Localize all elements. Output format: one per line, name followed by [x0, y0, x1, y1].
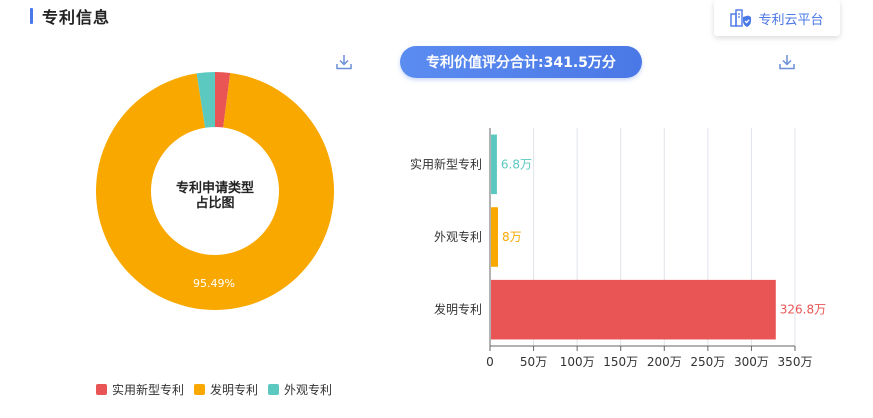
pie-slice-1[interactable]	[95, 72, 335, 310]
x-tick-label: 150万	[603, 355, 638, 369]
pie-legend: 实用新型专利 发明专利 外观专利	[96, 381, 342, 398]
pie-center-label-line1: 专利申请类型	[176, 180, 254, 196]
x-tick-label: 350万	[778, 355, 813, 369]
pie-slice-label: 95.49%	[193, 277, 235, 290]
pie-slice-0[interactable]	[215, 72, 231, 128]
legend-label: 发明专利	[210, 383, 259, 397]
section-title: 专利信息	[42, 8, 111, 27]
bar-value-label: 326.8万	[780, 303, 826, 317]
bar-value-label: 6.8万	[501, 157, 532, 171]
total-value-badge: 专利价值评分合计:341.5万分	[400, 46, 642, 78]
legend-item-invention[interactable]: 发明专利	[194, 381, 258, 398]
legend-item-utility[interactable]: 实用新型专利	[96, 381, 184, 398]
title-accent-bar	[30, 8, 33, 24]
section-header: 专利信息	[30, 6, 111, 27]
bar-value-label: 8万	[502, 230, 522, 244]
application-type-pie-chart: 专利申请类型 占比图 95.49%	[95, 72, 335, 310]
legend-item-design[interactable]: 外观专利	[268, 381, 332, 398]
building-shield-icon	[730, 9, 752, 27]
x-tick-label: 300万	[734, 355, 769, 369]
legend-swatch	[96, 384, 107, 395]
legend-label: 外观专利	[284, 383, 333, 397]
legend-swatch	[194, 384, 206, 395]
x-tick-label: 0	[486, 355, 494, 369]
cloud-button-label: 专利云平台	[758, 12, 824, 28]
bar-0[interactable]	[491, 134, 497, 195]
y-category-label: 实用新型专利	[410, 156, 482, 171]
patent-cloud-button[interactable]: 专利云平台	[714, 0, 840, 36]
pie-slice-2[interactable]	[196, 72, 215, 128]
x-tick-label: 250万	[690, 355, 725, 369]
bar-download-icon[interactable]	[778, 53, 796, 71]
x-tick-label: 100万	[560, 355, 595, 369]
bar-2[interactable]	[491, 279, 776, 340]
pie-download-icon[interactable]	[335, 53, 353, 71]
y-category-label: 发明专利	[434, 302, 482, 317]
bar-1[interactable]	[491, 207, 498, 267]
pie-center-label-line2: 占比图	[195, 195, 234, 211]
legend-swatch	[268, 384, 280, 395]
legend-label: 实用新型专利	[112, 383, 185, 397]
x-tick-label: 200万	[647, 355, 682, 369]
y-category-label: 外观专利	[434, 229, 482, 244]
x-tick-label: 50万	[520, 355, 547, 369]
